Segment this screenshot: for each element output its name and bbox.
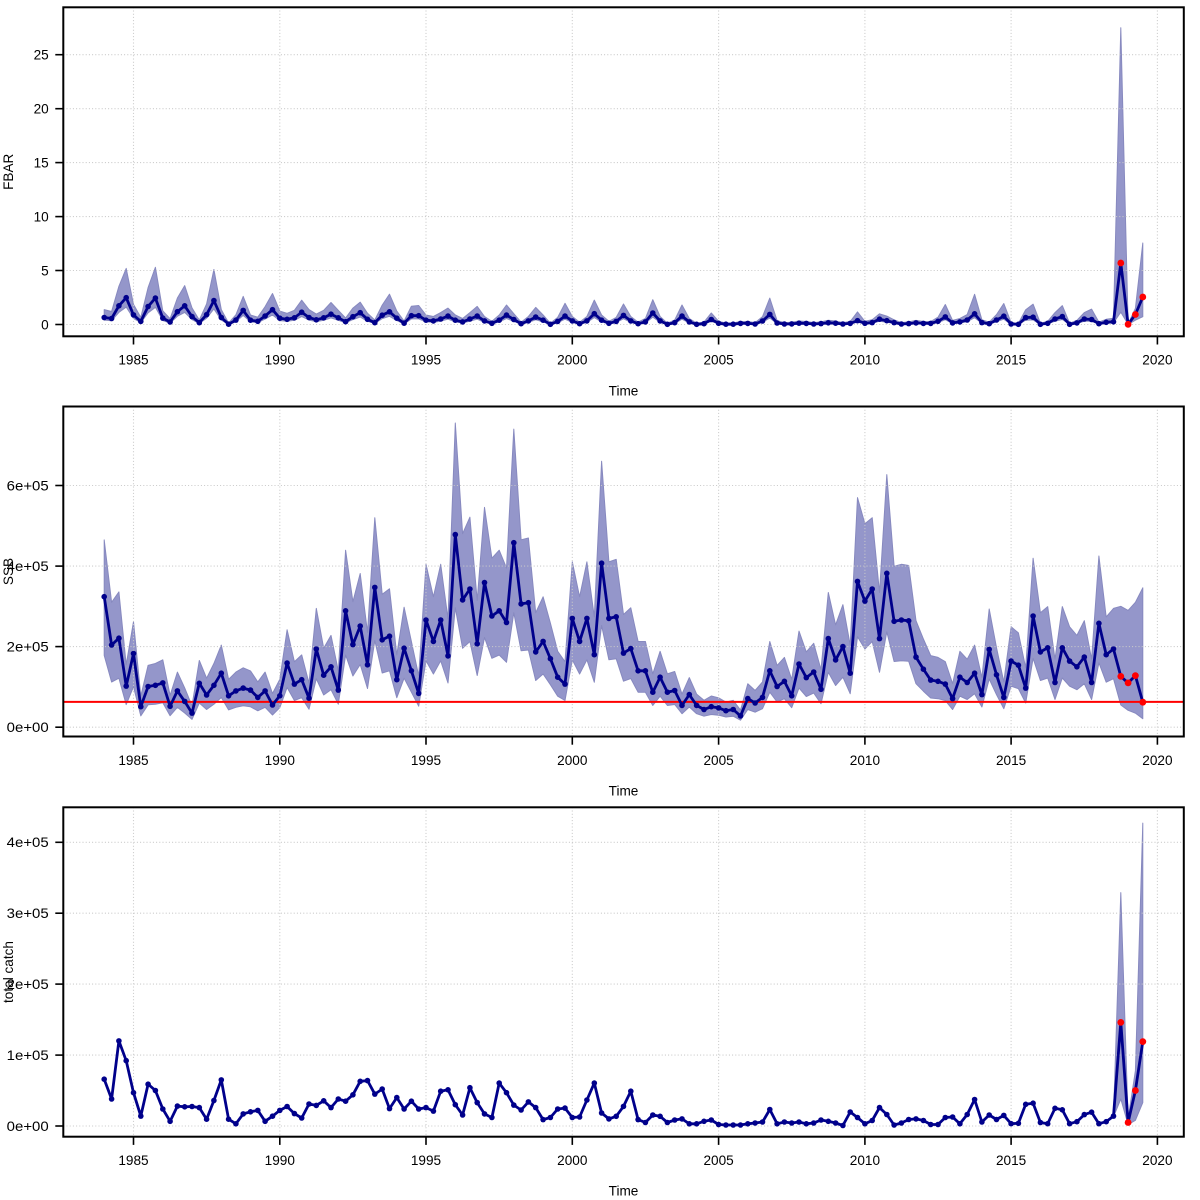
svg-text:3e+05: 3e+05 [7,906,49,921]
svg-text:2020: 2020 [1142,353,1173,368]
svg-text:FBAR: FBAR [1,153,16,189]
svg-text:1990: 1990 [265,753,296,768]
svg-text:2000: 2000 [557,1153,588,1168]
svg-text:2010: 2010 [850,753,881,768]
svg-text:1990: 1990 [265,1153,296,1168]
svg-text:15: 15 [34,155,49,170]
svg-text:10: 10 [34,209,50,224]
svg-text:1995: 1995 [411,1153,441,1168]
svg-text:1985: 1985 [118,353,148,368]
svg-text:1e+05: 1e+05 [7,1048,49,1063]
svg-text:5: 5 [41,263,49,278]
svg-text:20: 20 [34,102,50,117]
svg-text:1995: 1995 [411,353,441,368]
svg-text:2000: 2000 [557,753,588,768]
svg-text:2005: 2005 [703,753,733,768]
svg-text:Time: Time [609,383,639,398]
svg-text:4e+05: 4e+05 [7,559,49,574]
svg-text:6e+05: 6e+05 [7,478,49,493]
svg-text:1995: 1995 [411,753,441,768]
svg-text:2020: 2020 [1142,1153,1173,1168]
svg-text:1985: 1985 [118,1153,148,1168]
svg-text:2015: 2015 [996,1153,1026,1168]
svg-text:2000: 2000 [557,353,588,368]
svg-text:2020: 2020 [1142,753,1173,768]
svg-text:25: 25 [34,48,49,63]
svg-text:4e+05: 4e+05 [7,835,49,850]
svg-text:2015: 2015 [996,353,1026,368]
svg-text:2e+05: 2e+05 [7,977,49,992]
svg-text:2010: 2010 [850,353,881,368]
svg-text:2010: 2010 [850,1153,881,1168]
svg-text:0: 0 [41,317,49,332]
svg-text:2005: 2005 [703,1153,733,1168]
svg-text:1990: 1990 [265,353,296,368]
svg-text:total catch: total catch [1,941,16,1003]
svg-text:2e+05: 2e+05 [7,639,49,654]
svg-text:Time: Time [609,1184,639,1199]
svg-text:2005: 2005 [703,353,733,368]
svg-text:0e+00: 0e+00 [7,720,49,735]
svg-text:SSB: SSB [1,558,16,585]
svg-text:2015: 2015 [996,753,1026,768]
svg-text:1985: 1985 [118,753,148,768]
svg-text:Time: Time [609,784,639,799]
svg-text:0e+00: 0e+00 [7,1119,49,1134]
